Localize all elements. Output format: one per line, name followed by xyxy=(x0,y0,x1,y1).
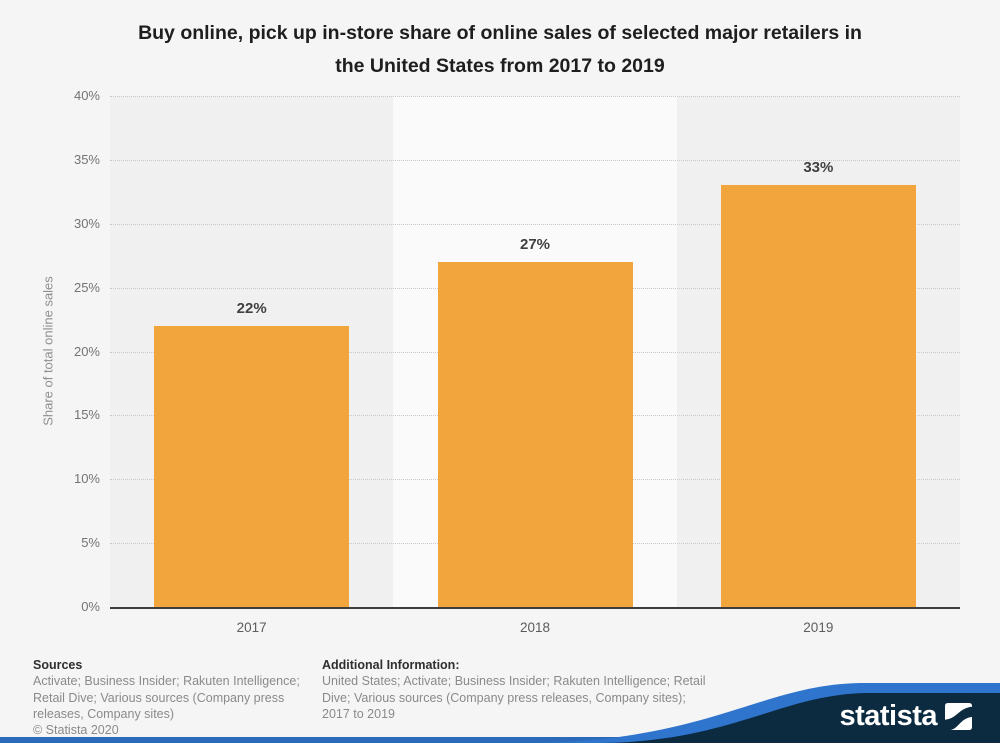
bar-value-label-2018: 27% xyxy=(519,236,551,254)
gridline-40 xyxy=(110,96,960,97)
chart-title-line2: the United States from 2017 to 2019 xyxy=(335,55,665,77)
y-tick-label-0: 0% xyxy=(81,599,100,614)
additional-info-block: Additional Information: United States; A… xyxy=(322,657,722,722)
sources-text: Activate; Business Insider; Rakuten Inte… xyxy=(33,673,313,722)
chart-title: Buy online, pick up in-store share of on… xyxy=(0,17,1000,83)
y-tick-label-25: 25% xyxy=(73,279,100,295)
copyright-text: © Statista 2020 xyxy=(33,723,119,738)
statista-swoosh-graphic xyxy=(530,683,1000,743)
chart-title-line1: Buy online, pick up in-store share of on… xyxy=(138,22,862,44)
additional-info-heading: Additional Information: xyxy=(322,658,460,672)
sources-block: Sources Activate; Business Insider; Raku… xyxy=(33,657,313,738)
bar-2018 xyxy=(437,262,633,607)
statista-wordmark: statista xyxy=(839,700,937,732)
y-tick-label-40: 40% xyxy=(73,88,100,103)
sources-line: releases, Company sites) xyxy=(33,706,175,721)
plot-area: 22% 27% 33% xyxy=(110,96,960,609)
bar-2017 xyxy=(154,325,350,607)
y-tick-label-5: 5% xyxy=(81,535,100,551)
gridline-30 xyxy=(110,223,960,225)
additional-info-line: United States; Activate; Business Inside… xyxy=(322,674,706,689)
additional-info-text: United States; Activate; Business Inside… xyxy=(322,673,722,722)
sources-heading: Sources xyxy=(33,658,83,672)
y-tick-label-30: 30% xyxy=(73,215,100,231)
additional-info-line: 2017 to 2019 xyxy=(322,706,395,721)
statista-logo: statista xyxy=(839,700,972,732)
y-tick-label-10: 10% xyxy=(73,471,100,487)
x-tick-label-2019: 2019 xyxy=(803,620,834,635)
bar-value-label-2017: 22% xyxy=(236,299,267,317)
sources-line: Activate; Business Insider; Rakuten Inte… xyxy=(33,674,300,689)
x-tick-label-2017: 2017 xyxy=(236,620,267,635)
bar-value-label-2019: 33% xyxy=(803,159,834,177)
y-tick-label-35: 35% xyxy=(73,151,100,167)
gridline-35 xyxy=(110,159,960,161)
additional-info-line: Dive; Various sources (Company press rel… xyxy=(322,690,686,705)
statista-logo-icon xyxy=(945,703,972,730)
y-tick-label-20: 20% xyxy=(73,343,100,359)
bottom-blue-stripe xyxy=(0,737,1000,743)
sources-line: Retail Dive; Various sources (Company pr… xyxy=(33,690,285,705)
bar-2019 xyxy=(720,185,916,607)
y-tick-label-15: 15% xyxy=(73,407,100,423)
x-tick-label-2018: 2018 xyxy=(519,620,551,635)
